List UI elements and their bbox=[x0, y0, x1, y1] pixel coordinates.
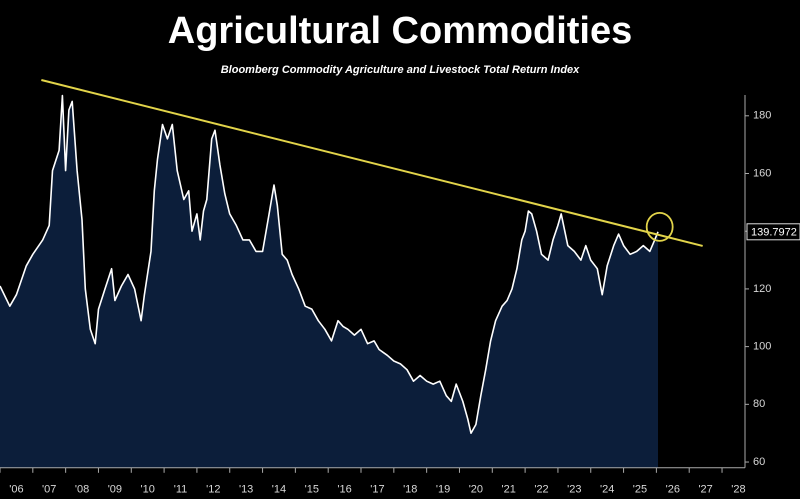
x-tick-label: '14 bbox=[272, 484, 286, 496]
x-tick-label: '12 bbox=[206, 484, 220, 496]
y-tick-label: 80 bbox=[753, 398, 765, 410]
area bbox=[0, 95, 659, 468]
last-value-box bbox=[746, 223, 800, 241]
x-tick-label: '17 bbox=[370, 484, 384, 496]
x-tick-label: '06 bbox=[9, 484, 23, 496]
x-tick-label: '13 bbox=[239, 484, 253, 496]
y-tick-label: 60 bbox=[753, 456, 765, 468]
y-tick-label: 160 bbox=[753, 167, 771, 179]
x-tick-label: '11 bbox=[174, 484, 188, 496]
x-tick-label: '10 bbox=[141, 484, 155, 496]
x-tick-label: '16 bbox=[337, 484, 351, 496]
x-tick-label: '08 bbox=[75, 484, 89, 496]
x-tick-label: '25 bbox=[633, 484, 647, 496]
line bbox=[0, 94, 659, 434]
x-tick-label: '15 bbox=[305, 484, 319, 496]
chart-title: Agricultural Commodities bbox=[168, 10, 633, 52]
x-tick-label: '23 bbox=[567, 484, 581, 496]
highlight-circle bbox=[645, 211, 674, 242]
y-tick-label: 180 bbox=[753, 110, 771, 122]
x-tick-label: '20 bbox=[469, 484, 483, 496]
chart-subtitle: Bloomberg Commodity Agriculture and Live… bbox=[221, 64, 580, 76]
x-tick-label: '28 bbox=[731, 484, 745, 496]
x-tick-label: '21 bbox=[502, 484, 516, 496]
x-tick-label: '26 bbox=[666, 484, 680, 496]
y-tick-label: 100 bbox=[753, 341, 771, 353]
last-value-label: 139.7972 bbox=[751, 227, 797, 239]
x-tick-label: '09 bbox=[108, 484, 122, 496]
y-tick-label: 120 bbox=[753, 283, 771, 295]
trend-line bbox=[41, 79, 703, 247]
x-tick-label: '19 bbox=[436, 484, 450, 496]
x-tick-label: '24 bbox=[600, 484, 614, 496]
x-tick-label: '22 bbox=[534, 484, 548, 496]
x-tick-label: '18 bbox=[403, 484, 417, 496]
x-tick-label: '07 bbox=[42, 484, 56, 496]
x-tick-label: '27 bbox=[698, 484, 712, 496]
